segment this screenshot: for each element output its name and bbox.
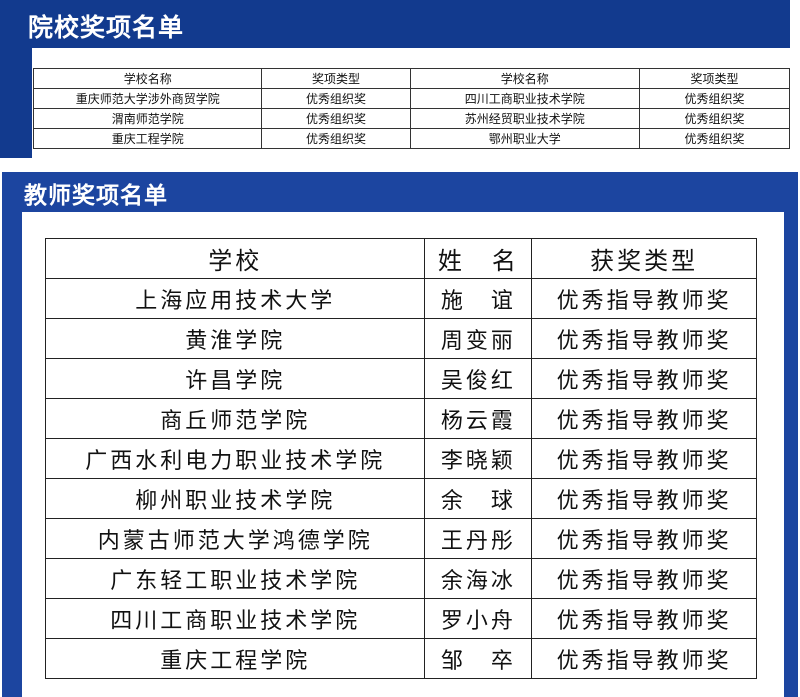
- table-cell: 优秀组织奖: [638, 108, 791, 129]
- table-row: 内蒙古师范大学鸿德学院 王丹彤 优秀指导教师奖: [44, 518, 757, 559]
- table-cell: 优秀指导教师奖: [531, 558, 757, 599]
- table-row: 许昌学院 吴俊红 优秀指导教师奖: [44, 358, 757, 399]
- table-cell: 苏州经贸职业技术学院: [409, 108, 640, 129]
- table-cell: 优秀指导教师奖: [531, 638, 757, 679]
- table-cell: 杨云霞: [424, 398, 533, 439]
- table-header-row: 学校姓 名获奖类型: [44, 238, 757, 279]
- table-row: 黄淮学院 周变丽 优秀指导教师奖: [44, 318, 757, 359]
- teacher-awards-title: 教师奖项名单: [24, 183, 168, 209]
- table-row: 渭南师范学院 优秀组织奖 苏州经贸职业技术学院 优秀组织奖: [32, 108, 791, 129]
- table-cell: 周变丽: [424, 318, 533, 359]
- teacher-awards-table: 学校姓 名获奖类型 上海应用技术大学施 谊优秀指导教师奖 黄淮学院 周变丽 优秀指导教师…: [44, 238, 757, 679]
- table-cell: 优秀指导教师奖: [531, 478, 757, 519]
- column-header: 获奖类型: [531, 238, 757, 279]
- table-cell: 优秀组织奖: [261, 128, 411, 149]
- table-cell: 王丹彤: [424, 518, 533, 559]
- table-cell: 重庆工程学院: [44, 638, 426, 679]
- table-cell: 余海冰: [424, 558, 533, 599]
- school-awards-table: 学校名称 奖项类型 学校名称 奖项类型 重庆师范大学涉外商贸学院 优秀组织奖 四川工商职业技…: [32, 68, 791, 149]
- table-cell: 许昌学院: [44, 358, 426, 399]
- table-cell: 优秀组织奖: [261, 108, 411, 129]
- table-cell: 优秀指导教师奖: [531, 358, 757, 399]
- table-cell: 上海应用技术大学: [44, 278, 426, 319]
- table-cell: 李晓颖: [424, 438, 533, 479]
- table-row: 重庆工程学院 优秀组织奖 鄂州职业大学 优秀组织奖: [32, 128, 791, 149]
- table-row: 广东轻工职业技术学院 余海冰 优秀指导教师奖: [44, 558, 757, 599]
- table-cell: 柳州职业技术学院: [44, 478, 426, 519]
- table-cell: 优秀指导教师奖: [531, 518, 757, 559]
- table-cell: 优秀指导教师奖: [531, 278, 757, 319]
- table-cell: 优秀指导教师奖: [531, 438, 757, 479]
- teacher-awards-panel: 教师奖项名单 学校姓 名获奖类型 上海应用技术大学施 谊优秀指导教师奖 黄淮学院 周变…: [2, 172, 798, 697]
- table-cell: 重庆工程学院: [32, 128, 263, 149]
- table-cell: 鄂州职业大学: [409, 128, 640, 149]
- table-cell: 优秀指导教师奖: [531, 398, 757, 439]
- table-row: 广西水利电力职业技术学院 李晓颖 优秀指导教师奖: [44, 438, 757, 479]
- table-header-row: 学校名称 奖项类型 学校名称 奖项类型: [32, 68, 791, 89]
- column-header: 姓 名: [424, 238, 533, 279]
- table-row: 柳州职业技术学院余 球优秀指导教师奖: [44, 478, 757, 519]
- table-cell: 四川工商职业技术学院: [409, 88, 640, 109]
- table-cell: 优秀指导教师奖: [531, 318, 757, 359]
- teacher-awards-sheet: 学校姓 名获奖类型 上海应用技术大学施 谊优秀指导教师奖 黄淮学院 周变丽 优秀指导教师…: [22, 212, 784, 697]
- table-cell: 四川工商职业技术学院: [44, 598, 426, 639]
- table-row: 重庆工程学院邹 卒优秀指导教师奖: [44, 638, 757, 679]
- table-row: 四川工商职业技术学院 罗小舟 优秀指导教师奖: [44, 598, 757, 639]
- table-row: 重庆师范大学涉外商贸学院 优秀组织奖 四川工商职业技术学院 优秀组织奖: [32, 88, 791, 109]
- table-cell: 广西水利电力职业技术学院: [44, 438, 426, 479]
- table-cell: 优秀组织奖: [638, 128, 791, 149]
- table-cell: 余 球: [424, 478, 533, 519]
- table-cell: 优秀指导教师奖: [531, 598, 757, 639]
- school-awards-panel: 院校奖项名单 学校名称 奖项类型 学校名称 奖项类型 重庆师范大学涉外商贸学院 优秀组织奖…: [0, 0, 791, 158]
- table-cell: 内蒙古师范大学鸿德学院: [44, 518, 426, 559]
- column-header: 奖项类型: [638, 68, 791, 89]
- column-header: 学校: [44, 238, 426, 279]
- table-row: 商丘师范学院 杨云霞 优秀指导教师奖: [44, 398, 757, 439]
- table-cell: 黄淮学院: [44, 318, 426, 359]
- table-row: 上海应用技术大学施 谊优秀指导教师奖: [44, 278, 757, 319]
- school-awards-title: 院校奖项名单: [28, 13, 185, 42]
- column-header: 奖项类型: [261, 68, 411, 89]
- table-cell: 优秀组织奖: [638, 88, 791, 109]
- table-cell: 罗小舟: [424, 598, 533, 639]
- table-cell: 渭南师范学院: [32, 108, 263, 129]
- column-header: 学校名称: [32, 68, 263, 89]
- column-header: 学校名称: [409, 68, 640, 89]
- table-cell: 商丘师范学院: [44, 398, 426, 439]
- table-cell: 施 谊: [424, 278, 533, 319]
- school-awards-sheet: 学校名称 奖项类型 学校名称 奖项类型 重庆师范大学涉外商贸学院 优秀组织奖 四川工商职业技…: [32, 48, 791, 158]
- table-cell: 优秀组织奖: [261, 88, 411, 109]
- table-cell: 邹 卒: [424, 638, 533, 679]
- table-cell: 重庆师范大学涉外商贸学院: [32, 88, 263, 109]
- table-cell: 广东轻工职业技术学院: [44, 558, 426, 599]
- table-cell: 吴俊红: [424, 358, 533, 399]
